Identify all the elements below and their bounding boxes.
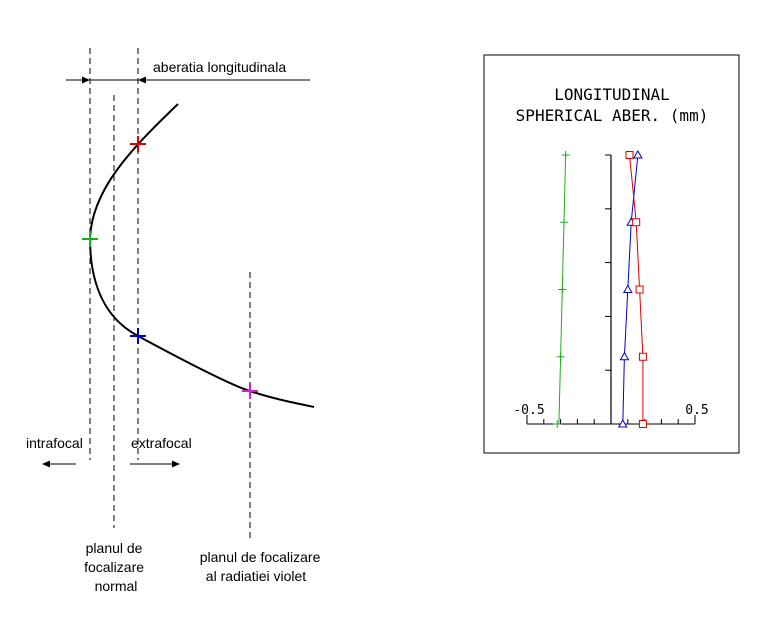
extrafocal-label: extrafocal bbox=[131, 435, 192, 451]
series-2-point bbox=[635, 285, 644, 294]
aberration-diagram: aberatia longitudinala intrafocal extraf… bbox=[26, 48, 325, 594]
series-1-point bbox=[617, 418, 628, 428]
chart-title-line1: LONGITUDINAL bbox=[554, 85, 670, 104]
spherical-aberration-chart: LONGITUDINAL SPHERICAL ABER. (mm) -0.5 0… bbox=[483, 54, 740, 454]
x-max-tick-label: 0.5 bbox=[685, 403, 708, 418]
intrafocal-arrow bbox=[42, 460, 76, 468]
series-0-point bbox=[556, 352, 565, 361]
intrafocal-label: intrafocal bbox=[26, 435, 83, 451]
normal-plane-label: planul de focalizare normal bbox=[84, 540, 148, 594]
chart-title-line2: SPHERICAL ABER. (mm) bbox=[516, 106, 709, 125]
series-2-point bbox=[638, 352, 647, 361]
series-2-point bbox=[625, 151, 634, 159]
blue-focus-marker bbox=[130, 328, 146, 344]
magenta-focus-marker bbox=[242, 383, 258, 399]
x-min-tick-label: -0.5 bbox=[513, 403, 544, 418]
extrafocal-arrow bbox=[130, 460, 180, 468]
series-0-point bbox=[559, 218, 568, 227]
series-0-point bbox=[558, 285, 567, 294]
aberration-label: aberatia longitudinala bbox=[153, 59, 286, 75]
aberration-dimension-arrow bbox=[66, 76, 310, 84]
series-1-point bbox=[622, 284, 633, 293]
series-1-point bbox=[633, 149, 643, 159]
chart-series bbox=[553, 149, 647, 428]
series-2-point bbox=[632, 218, 641, 227]
violet-plane-label: planul de focalizare al radiatiei violet bbox=[200, 549, 325, 584]
series-0-point bbox=[561, 151, 570, 159]
green-focus-marker bbox=[82, 231, 98, 247]
series-1-point bbox=[619, 351, 630, 361]
red-focus-marker bbox=[130, 136, 146, 152]
series-2-point bbox=[638, 420, 647, 428]
caustic-curve bbox=[88, 103, 315, 408]
series-0-point bbox=[553, 420, 562, 428]
